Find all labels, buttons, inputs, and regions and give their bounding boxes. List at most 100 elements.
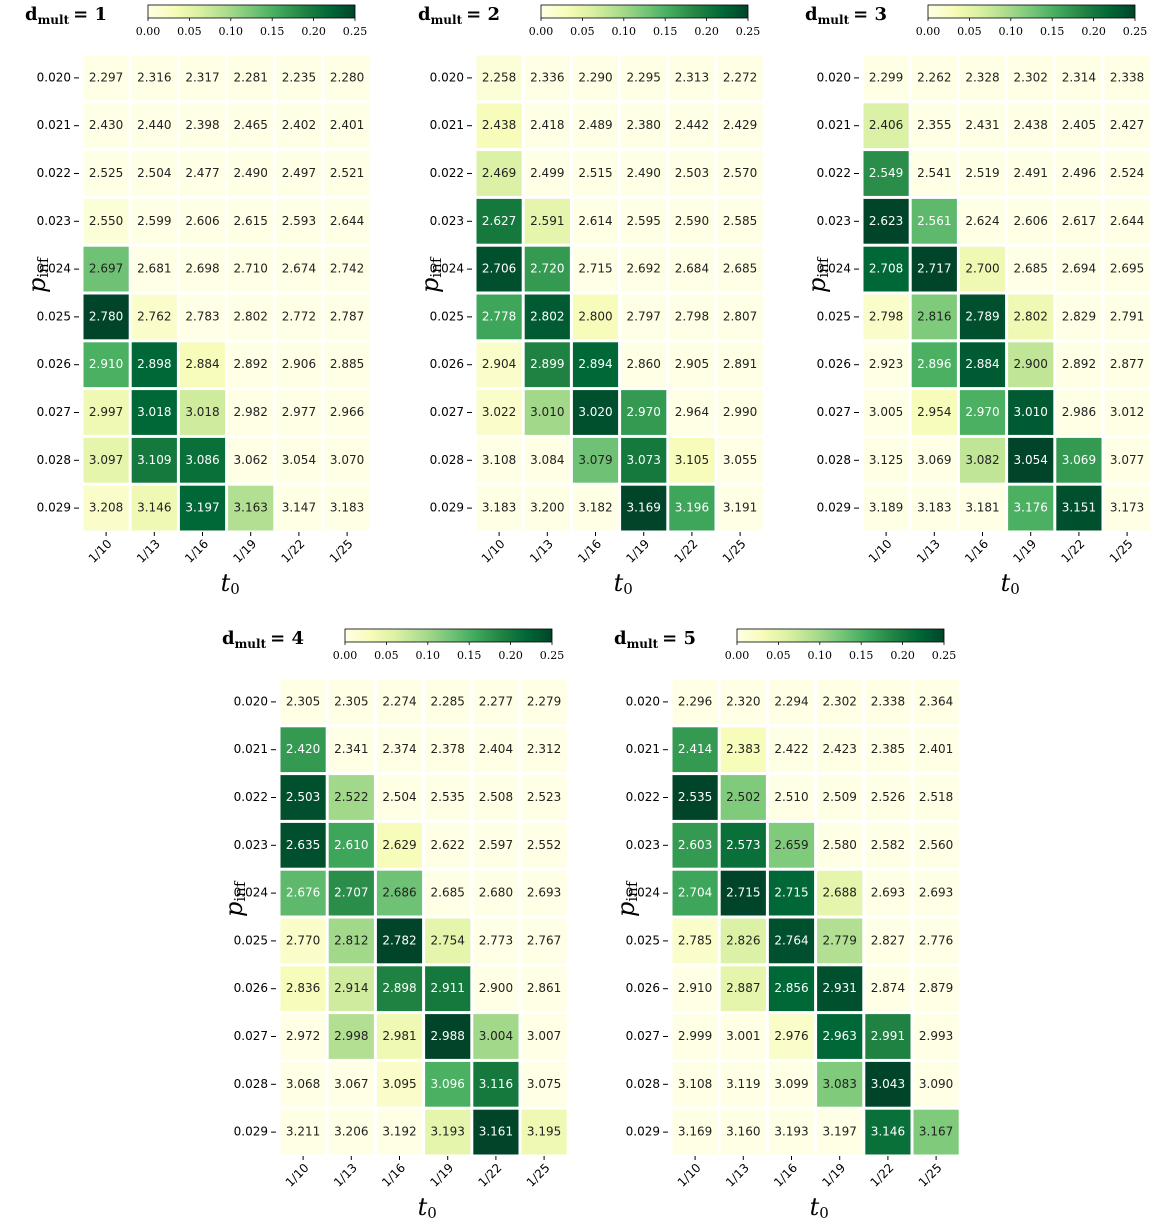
y-tick-label: 0.022 (234, 790, 268, 804)
cell-annotation: 2.523 (527, 790, 561, 804)
heatmap-cell (669, 390, 715, 435)
cell-annotation: 2.406 (869, 118, 903, 132)
cell-annotation: 2.635 (286, 838, 320, 852)
x-tick-label: 1/19 (1010, 537, 1039, 566)
heatmap-cell (672, 918, 718, 964)
heatmap-cell (476, 390, 522, 435)
heatmap-cell (572, 103, 619, 149)
cell-annotation: 3.055 (723, 453, 757, 467)
heatmap-cell (179, 437, 226, 483)
cell-annotation: 2.976 (774, 1029, 808, 1043)
heatmap-cell (863, 485, 909, 531)
cell-annotation: 2.963 (823, 1029, 857, 1043)
cell-annotation: 2.525 (89, 166, 123, 180)
heatmap-cell (83, 485, 129, 531)
heatmap-cell (328, 1109, 374, 1155)
x-tick-label: 1/19 (819, 1161, 848, 1190)
heatmap-cell (476, 198, 522, 244)
cell-annotation: 2.993 (919, 1029, 953, 1043)
cell-annotation: 3.096 (431, 1077, 465, 1091)
cell-annotation: 3.079 (578, 453, 612, 467)
cell-annotation: 2.900 (479, 981, 513, 995)
cell-annotation: 3.191 (723, 501, 757, 515)
cell-annotation: 2.797 (627, 309, 661, 323)
heatmap-cell (817, 918, 863, 964)
cell-annotation: 3.020 (578, 405, 612, 419)
heatmap-cell (473, 727, 519, 773)
cell-annotation: 2.550 (89, 214, 123, 228)
cell-annotation: 2.398 (185, 118, 219, 132)
cell-annotation: 2.999 (678, 1029, 712, 1043)
cell-annotation: 3.193 (774, 1125, 808, 1139)
cell-annotation: 2.644 (330, 214, 364, 228)
cell-annotation: 2.595 (627, 214, 661, 228)
heatmap-cell (324, 55, 370, 101)
x-tick-label: 1/19 (623, 537, 652, 566)
heatmap-cell (276, 55, 322, 101)
heatmap-cell (131, 103, 177, 149)
cell-annotation: 2.477 (185, 166, 219, 180)
heatmap-cell (131, 390, 177, 435)
heatmap-cell (572, 294, 619, 340)
heatmap-cell (228, 103, 274, 149)
colorbar-tick-label: 0.15 (849, 649, 874, 662)
heatmap-cell (324, 437, 370, 483)
heatmap-cell (179, 151, 226, 196)
heatmap-cell (376, 679, 423, 725)
heatmap-cell (672, 727, 718, 773)
heatmap-cell (717, 294, 763, 340)
y-tick-label: 0.025 (430, 309, 464, 323)
cell-annotation: 2.986 (1062, 405, 1096, 419)
heatmap-cell (228, 198, 274, 244)
cell-annotation: 2.706 (482, 262, 516, 276)
cell-annotation: 2.585 (723, 214, 757, 228)
cell-annotation: 2.316 (137, 70, 171, 84)
heatmap-cell (83, 55, 129, 101)
heatmap-cell (425, 1109, 471, 1155)
x-tick-label: 1/13 (527, 537, 556, 566)
heatmap-cell (911, 437, 957, 483)
cell-annotation: 2.685 (1014, 262, 1048, 276)
cell-annotation: 2.879 (919, 981, 953, 995)
cell-annotation: 2.715 (726, 886, 760, 900)
colorbar-tick-label: 0.20 (890, 649, 915, 662)
heatmap-cell (768, 918, 815, 964)
heatmap-cell (669, 198, 715, 244)
heatmap-cell (911, 246, 957, 292)
cell-annotation: 2.861 (527, 981, 561, 995)
x-tick-label: 1/22 (868, 1161, 897, 1190)
y-tick-label: 0.025 (37, 309, 71, 323)
cell-annotation: 2.503 (675, 166, 709, 180)
y-tick-label: 0.022 (430, 166, 464, 180)
cell-annotation: 2.313 (675, 70, 709, 84)
cell-annotation: 3.095 (382, 1077, 416, 1091)
heatmap-cell (473, 822, 519, 868)
cell-annotation: 2.430 (89, 118, 123, 132)
heatmap-cell (131, 151, 177, 196)
cell-annotation: 2.510 (774, 790, 808, 804)
heatmap-cell (425, 679, 471, 725)
y-label-main: p (220, 902, 248, 917)
title-subscript: mult (38, 13, 70, 27)
heatmap-cell (476, 485, 522, 531)
cell-annotation: 2.509 (823, 790, 857, 804)
cell-annotation: 2.783 (185, 309, 219, 323)
cell-annotation: 2.693 (919, 886, 953, 900)
heatmap-cell (959, 246, 1006, 292)
cell-annotation: 2.401 (919, 742, 953, 756)
cell-annotation: 2.798 (675, 309, 709, 323)
x-axis-label: t0 (614, 569, 633, 599)
cell-annotation: 2.317 (185, 70, 219, 84)
cell-annotation: 2.314 (1062, 70, 1096, 84)
heatmap-panel: dmult = 1 0.00 0.05 0.10 0.15 0.20 0.25 2.297 2.3… (23, 4, 370, 598)
colorbar-tick-label: 0.00 (725, 649, 750, 662)
heatmap-cell (280, 966, 326, 1012)
cell-annotation: 2.789 (965, 309, 999, 323)
cell-annotation: 2.802 (530, 309, 564, 323)
cell-annotation: 2.778 (482, 309, 516, 323)
heatmap-cell (524, 390, 570, 435)
x-axis-label: t0 (1001, 569, 1020, 599)
cell-annotation: 3.163 (234, 501, 268, 515)
heatmap-cell (228, 55, 274, 101)
